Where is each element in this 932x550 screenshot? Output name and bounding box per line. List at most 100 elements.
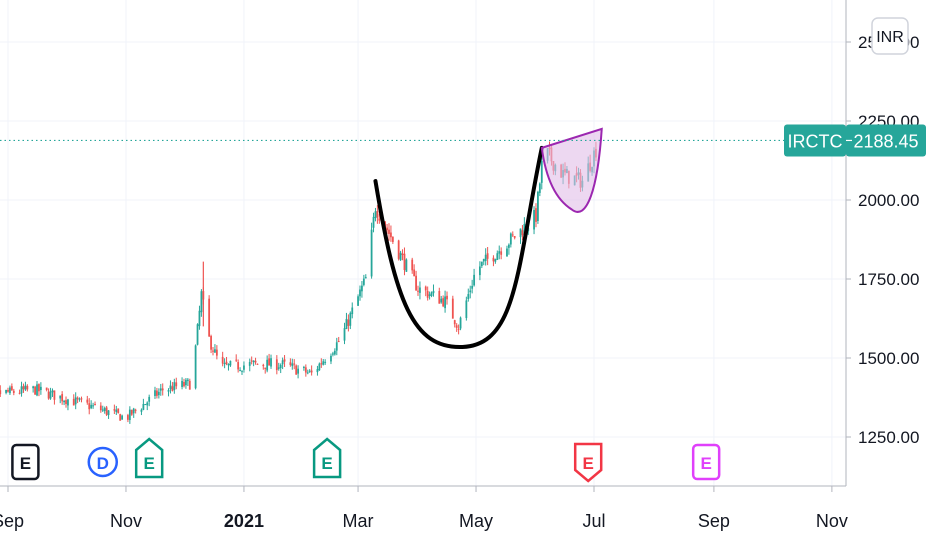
candle-body-2021-03-16 [386, 227, 388, 231]
candle-body-2021-05-03 [478, 266, 481, 276]
candle-body-2020-11-18 [157, 391, 160, 396]
candle-body-2021-05-10 [492, 257, 495, 262]
candle-body-2020-09-10 [24, 385, 27, 390]
candle-body-2020-12-23 [225, 361, 228, 365]
event-marker-1: D [87, 446, 119, 478]
handle-shape [540, 127, 603, 213]
candle-body-2020-10-26 [113, 409, 116, 411]
candle-body-2021-05-26 [523, 223, 526, 235]
candle-body-2021-05-13 [498, 251, 501, 254]
candle-body-2020-12-24 [227, 363, 230, 366]
candle-body-2021-05-12 [496, 253, 499, 260]
candle-body-2020-11-23 [167, 390, 170, 392]
candle-body-2021-03-02 [359, 289, 361, 297]
candle-body-2020-09-14 [32, 386, 35, 389]
candle-body-2020-10-13 [88, 403, 91, 410]
candle-body-2021-05-06 [484, 254, 487, 261]
currency-badge[interactable]: INR [871, 17, 909, 55]
candle-body-2020-08-28 [0, 390, 2, 395]
candle-body-2020-12-25 [229, 360, 232, 366]
candle-body-2021-01-19 [277, 367, 280, 369]
earnings-up-icon [134, 437, 164, 479]
candle-body-2021-02-16 [332, 353, 334, 355]
candle-body-2020-12-15 [210, 336, 212, 350]
candle-body-2020-11-09 [140, 409, 143, 412]
earnings-down-icon [573, 442, 603, 483]
candle-body-2021-03-30 [413, 269, 416, 277]
candle-body-2020-10-09 [80, 398, 83, 400]
candle-body-2021-01-08 [256, 363, 259, 365]
price-tick-label: 1750.00 [858, 270, 919, 289]
candle-body-2020-09-01 [7, 389, 9, 392]
candle-body-2021-03-22 [397, 240, 400, 259]
price-tick-label: 1500.00 [858, 349, 919, 368]
candle-body-2020-09-17 [38, 384, 40, 392]
candle-body-2020-09-18 [39, 386, 42, 391]
candle-body-2021-04-29 [471, 285, 474, 289]
event-marker-2: E [134, 437, 164, 479]
candle-body-2020-09-23 [49, 391, 52, 399]
candle-body-2021-04-22 [457, 328, 460, 330]
candle-body-2021-03-17 [388, 229, 390, 234]
candle-body-2021-04-06 [426, 291, 429, 298]
event-label: E [144, 454, 155, 473]
candle-body-2020-12-30 [239, 369, 241, 371]
time-tick-label: May [459, 511, 493, 531]
time-tick-label: Jul [582, 511, 605, 531]
candle-body-2021-04-01 [417, 290, 419, 292]
candle-body-2021-02-19 [337, 340, 340, 342]
candle-body-2020-10-01 [65, 400, 67, 404]
candle-body-2020-09-21 [45, 387, 48, 391]
candle-body-2020-09-08 [20, 386, 23, 394]
candle-body-2020-12-08 [196, 324, 199, 345]
candle-body-2021-01-12 [264, 367, 267, 369]
candle-body-2020-10-21 [103, 408, 106, 411]
candle-body-2021-05-17 [506, 248, 508, 257]
candle-body-2020-09-29 [61, 394, 64, 402]
candle-body-2020-09-15 [34, 386, 36, 395]
candle-body-2021-03-26 [405, 259, 408, 272]
time-tick-label: Sep [0, 511, 24, 531]
symbol-price-label: IRCTC 2188.45 [784, 124, 926, 157]
candle-body-2021-01-06 [252, 360, 255, 363]
candle-body-2021-05-14 [500, 251, 503, 255]
candle-body-2021-01-14 [268, 358, 270, 366]
candle-body-2020-09-22 [47, 391, 50, 399]
candle-body-2020-12-31 [241, 370, 243, 372]
candle-body-2020-12-02 [185, 379, 187, 386]
candle-body-2021-02-15 [330, 355, 332, 362]
candle-body-2021-02-17 [333, 350, 336, 355]
event-label: E [583, 454, 594, 473]
candle-body-2021-01-07 [254, 360, 257, 363]
candle-body-2020-09-25 [53, 390, 56, 400]
candle-body-2020-09-16 [36, 384, 38, 396]
event-label: E [20, 454, 31, 473]
candle-body-2020-10-06 [74, 397, 77, 405]
candle-body-2020-12-01 [183, 381, 185, 387]
candle-body-2021-06-01 [535, 208, 537, 222]
cup-and-handle-drawings [373, 127, 603, 349]
earnings-up-icon [312, 437, 342, 479]
currency-label: INR [876, 29, 904, 46]
last-price-label: 2188.45 [853, 131, 918, 151]
candle-body-2021-01-25 [289, 362, 292, 365]
event-marker-4: E [573, 442, 603, 483]
candle-body-2020-10-05 [72, 398, 75, 406]
candle-body-2021-01-26 [291, 363, 294, 367]
candle-body-2021-04-23 [459, 317, 462, 329]
candle-body-2021-02-12 [324, 361, 327, 363]
candle-body-2020-10-28 [117, 408, 120, 413]
candle-body-2020-12-14 [208, 298, 211, 337]
candle-body-2021-02-05 [310, 370, 313, 373]
candle-body-2021-03-04 [362, 278, 365, 285]
candle-body-2021-05-18 [508, 244, 510, 248]
price-axis-ticks: 1250.001500.001750.002000.002250.002500.… [846, 33, 919, 447]
candle-body-2021-05-20 [511, 234, 514, 236]
candle-body-2021-05-31 [533, 210, 535, 230]
candle-body-2020-09-09 [22, 386, 25, 390]
candle-body-2021-04-28 [469, 290, 472, 293]
candle-body-2021-04-19 [451, 298, 454, 319]
candle-body-2020-10-07 [76, 397, 79, 400]
candle-body-2020-11-06 [134, 409, 137, 411]
